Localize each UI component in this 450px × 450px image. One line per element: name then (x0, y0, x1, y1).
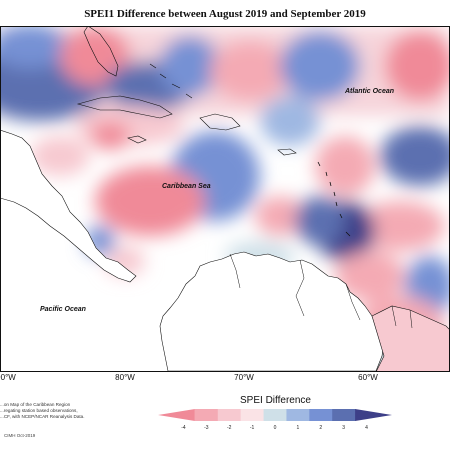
bahamas-islands (149, 63, 193, 99)
country-borders (229, 253, 413, 329)
colorbar-segment (309, 409, 333, 421)
colorbar-tick-label: -3 (204, 425, 209, 431)
colorbar-segment (194, 409, 219, 421)
map-canvas (0, 26, 450, 372)
legend-title: SPEI Difference (240, 395, 311, 406)
puerto-rico-island (277, 148, 297, 156)
colorbar-segment (158, 409, 195, 421)
colorbar-tick-label: -4 (181, 425, 186, 431)
caption-line: ...on Map of the Caribbean Region (0, 402, 71, 407)
jamaica-island (127, 135, 147, 144)
colorbar-tick-label: 4 (365, 425, 368, 431)
colorbar-segment (240, 409, 265, 421)
colorbar-tick-label: 3 (342, 425, 346, 431)
colorbar-tick-label: -1 (249, 425, 255, 431)
colorbar-segment (286, 409, 310, 421)
lon-label-60w: 60°W (358, 373, 378, 382)
caribbean-sea-label: Caribbean Sea (162, 183, 211, 190)
colorbar-tick-label: -2 (226, 425, 232, 431)
central-america-land (0, 129, 137, 283)
guianas-land (371, 305, 450, 372)
credit-text: CIMH Oct-2019 (4, 433, 36, 438)
lon-label-70w: 70°W (234, 373, 254, 382)
lon-label-90w: 90°W (0, 373, 16, 382)
south-america-land (159, 251, 385, 372)
caption-line: ...regating station based observations, (0, 408, 78, 414)
colorbar-segment (332, 409, 356, 421)
colorbar-tick-label: 2 (319, 425, 323, 431)
lon-label-80w: 80°W (115, 373, 135, 382)
lesser-antilles-islands (317, 161, 351, 237)
spei-shading (0, 26, 450, 371)
map-title: SPEI1 Difference between August 2019 and… (84, 8, 366, 20)
colorbar-segment (355, 409, 392, 421)
atlantic-ocean-label: Atlantic Ocean (345, 88, 395, 95)
hispaniola-island (199, 113, 241, 131)
spei-map (0, 26, 450, 372)
cuba-island (76, 95, 173, 119)
pacific-ocean-label: Pacific Ocean (40, 306, 86, 313)
map-caption: ...on Map of the Caribbean Region ...reg… (0, 402, 110, 421)
colorbar-tick-label: 0 (273, 425, 277, 431)
colorbar-segment (217, 409, 242, 421)
caption-line: ...CF, with NCEP/NCAR Reanalysis Data. (0, 414, 85, 420)
colorbar-tick-label: 1 (296, 425, 300, 431)
florida-peninsula (83, 26, 119, 77)
colorbar-segment (263, 409, 287, 421)
